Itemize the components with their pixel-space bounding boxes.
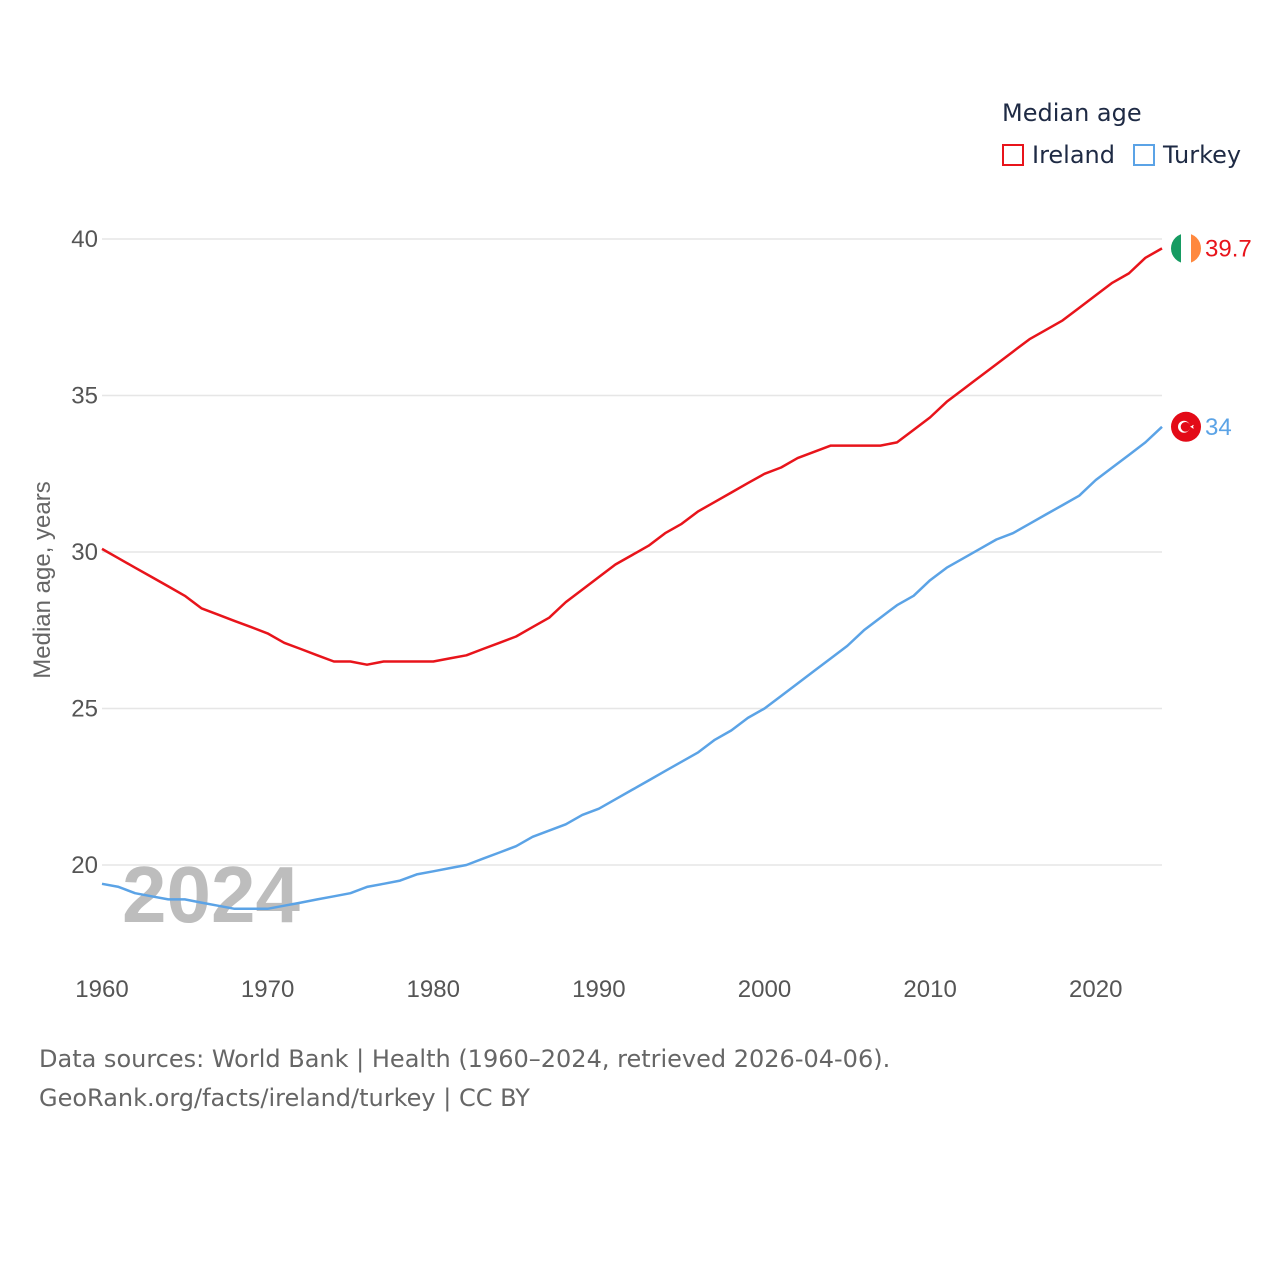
y-tick-label-30: 30 (71, 539, 98, 566)
x-tick-label-2000: 2000 (738, 976, 791, 1003)
x-tick-label-1980: 1980 (407, 976, 460, 1003)
legend-item-turkey[interactable]: Turkey (1133, 141, 1241, 169)
series-lines (101, 247, 1163, 911)
x-tick-label-1960: 1960 (75, 976, 128, 1003)
y-axis-label: Median age, years (29, 481, 56, 678)
source-line-1: Data sources: World Bank | Health (1960–… (39, 1045, 891, 1073)
source-line-2[interactable]: GeoRank.org/facts/ireland/turkey | CC BY (39, 1084, 530, 1112)
gridlines (102, 238, 1162, 866)
y-tick-label-35: 35 (71, 383, 98, 410)
series-line-ireland (101, 247, 1163, 666)
y-tick-labels: 20 25 30 35 40 (71, 226, 98, 879)
x-tick-label-2010: 2010 (903, 976, 956, 1003)
end-label-turkey: 34 (1205, 414, 1232, 441)
y-tick-label-40: 40 (71, 226, 98, 253)
legend-swatch-ireland (1002, 144, 1024, 166)
ireland-flag-icon (1171, 233, 1201, 264)
legend-swatch-turkey (1133, 144, 1155, 166)
x-tick-label-1970: 1970 (241, 976, 294, 1003)
x-tick-label-1990: 1990 (572, 976, 625, 1003)
year-watermark: 2024 (122, 850, 300, 939)
x-tick-labels: 1960 1970 1980 1990 2000 2010 2020 (75, 976, 1122, 1003)
end-label-ireland: 39.7 (1205, 235, 1252, 262)
series-line-turkey (101, 425, 1163, 911)
legend-label-turkey: Turkey (1163, 141, 1242, 169)
legend-item-ireland[interactable]: Ireland (1002, 141, 1115, 169)
y-tick-label-25: 25 (71, 696, 98, 723)
x-tick-label-2020: 2020 (1069, 976, 1122, 1003)
legend-label-ireland: Ireland (1032, 141, 1116, 169)
turkey-flag-icon (1171, 411, 1201, 442)
y-tick-label-20: 20 (71, 852, 98, 879)
end-markers: 39.7 34 (1171, 233, 1252, 442)
legend-title: Median age (1002, 99, 1142, 127)
